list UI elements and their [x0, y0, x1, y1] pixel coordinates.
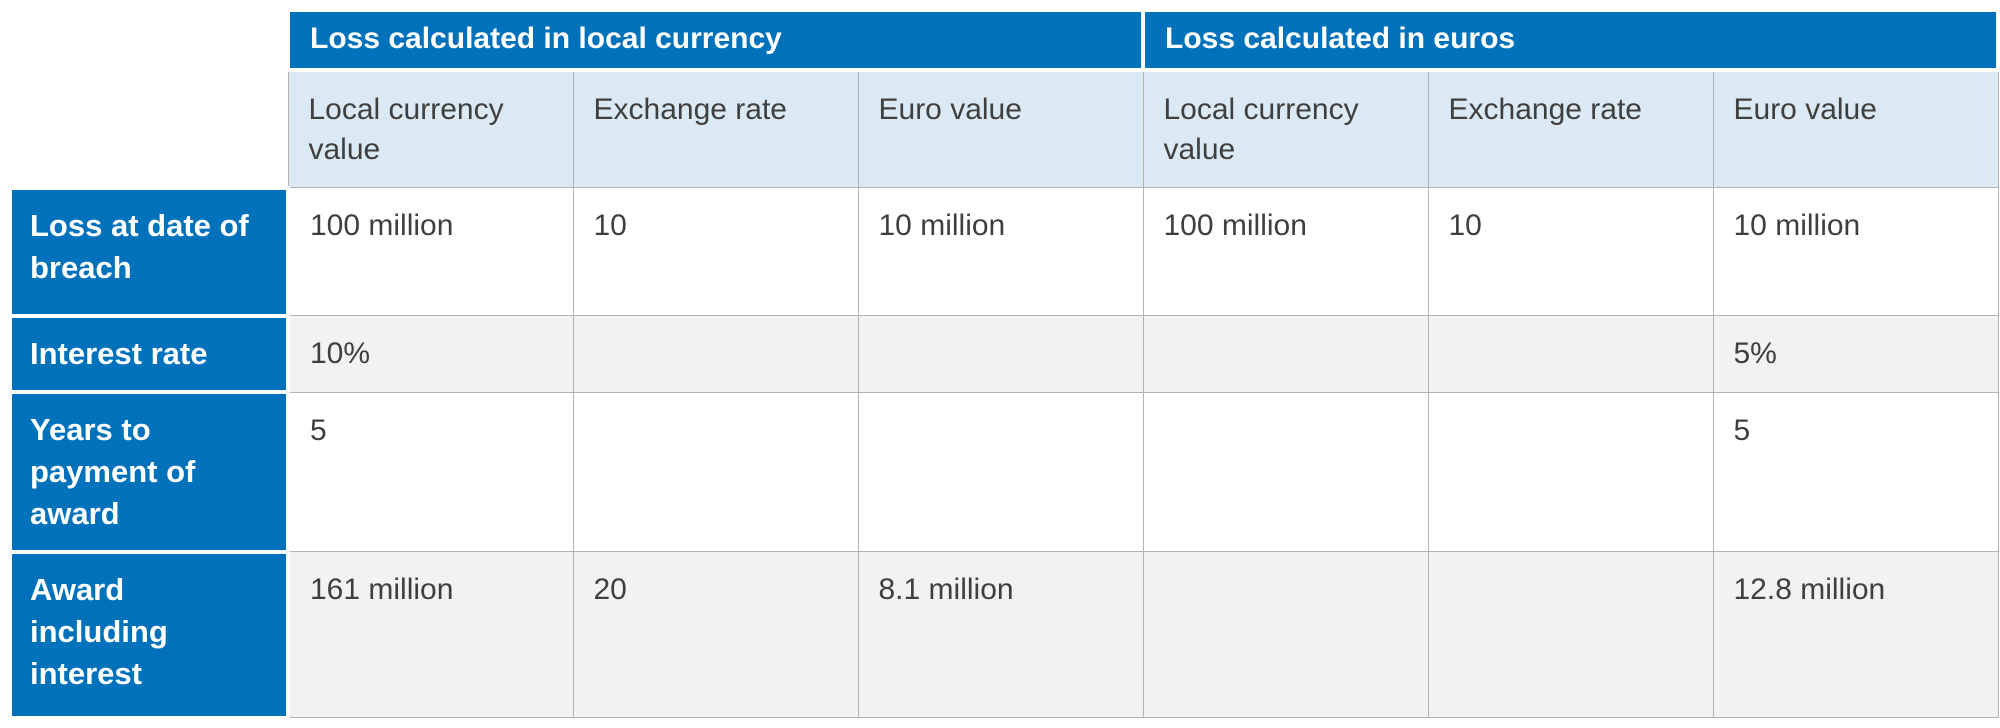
- table-row-award-including-interest: Award including interest 161 million 20 …: [8, 549, 1999, 720]
- data-cell: 161 million: [287, 551, 574, 719]
- column-header-local-currency-value-1: Local currency value: [287, 69, 574, 189]
- data-cell: [1142, 315, 1429, 393]
- corner-cell: [10, 10, 288, 70]
- data-cell: [857, 391, 1144, 553]
- column-header-exchange-rate-2: Exchange rate: [1427, 69, 1714, 189]
- data-cell: 100 million: [1142, 187, 1429, 317]
- column-header-euro-value-2: Euro value: [1712, 69, 1999, 189]
- group-header-local-currency: Loss calculated in local currency: [286, 8, 1145, 72]
- data-cell: [1142, 551, 1429, 719]
- row-header: Interest rate: [8, 313, 290, 395]
- column-header-exchange-rate-1: Exchange rate: [572, 69, 859, 189]
- group-header-euros: Loss calculated in euros: [1141, 8, 2000, 72]
- table-row-years-to-payment: Years to payment of award 5 5: [8, 390, 1999, 554]
- row-header: Years to payment of award: [8, 390, 290, 554]
- data-cell: 10: [572, 187, 859, 317]
- column-header-row: Local currency value Exchange rate Euro …: [10, 69, 1999, 189]
- table-row-loss-at-date-of-breach: Loss at date of breach 100 million 10 10…: [8, 185, 1999, 318]
- data-cell: 10%: [287, 315, 574, 393]
- column-header-euro-value-1: Euro value: [857, 69, 1144, 189]
- group-header-row: Loss calculated in local currency Loss c…: [10, 8, 2000, 72]
- data-cell: [857, 315, 1144, 393]
- data-cell: [1427, 391, 1714, 553]
- data-cell: 5: [287, 391, 574, 553]
- data-cell: 12.8 million: [1712, 551, 1999, 719]
- data-cell: 100 million: [287, 187, 574, 317]
- data-cell: [1427, 551, 1714, 719]
- data-cell: [572, 391, 859, 553]
- data-cell: 5%: [1712, 315, 1999, 393]
- row-header: Loss at date of breach: [8, 185, 290, 318]
- data-cell: 10 million: [1712, 187, 1999, 317]
- data-cell: 20: [572, 551, 859, 719]
- data-cell: 10: [1427, 187, 1714, 317]
- data-cell: 10 million: [857, 187, 1144, 317]
- corner-cell: [10, 70, 288, 188]
- data-cell: [1427, 315, 1714, 393]
- data-cell: [1142, 391, 1429, 553]
- data-cell: 8.1 million: [857, 551, 1144, 719]
- table-row-interest-rate: Interest rate 10% 5%: [8, 313, 1999, 395]
- row-header: Award including interest: [8, 549, 290, 720]
- loss-calculation-table: Loss calculated in local currency Loss c…: [8, 8, 2000, 720]
- column-header-local-currency-value-2: Local currency value: [1142, 69, 1429, 189]
- data-cell: [572, 315, 859, 393]
- data-cell: 5: [1712, 391, 1999, 553]
